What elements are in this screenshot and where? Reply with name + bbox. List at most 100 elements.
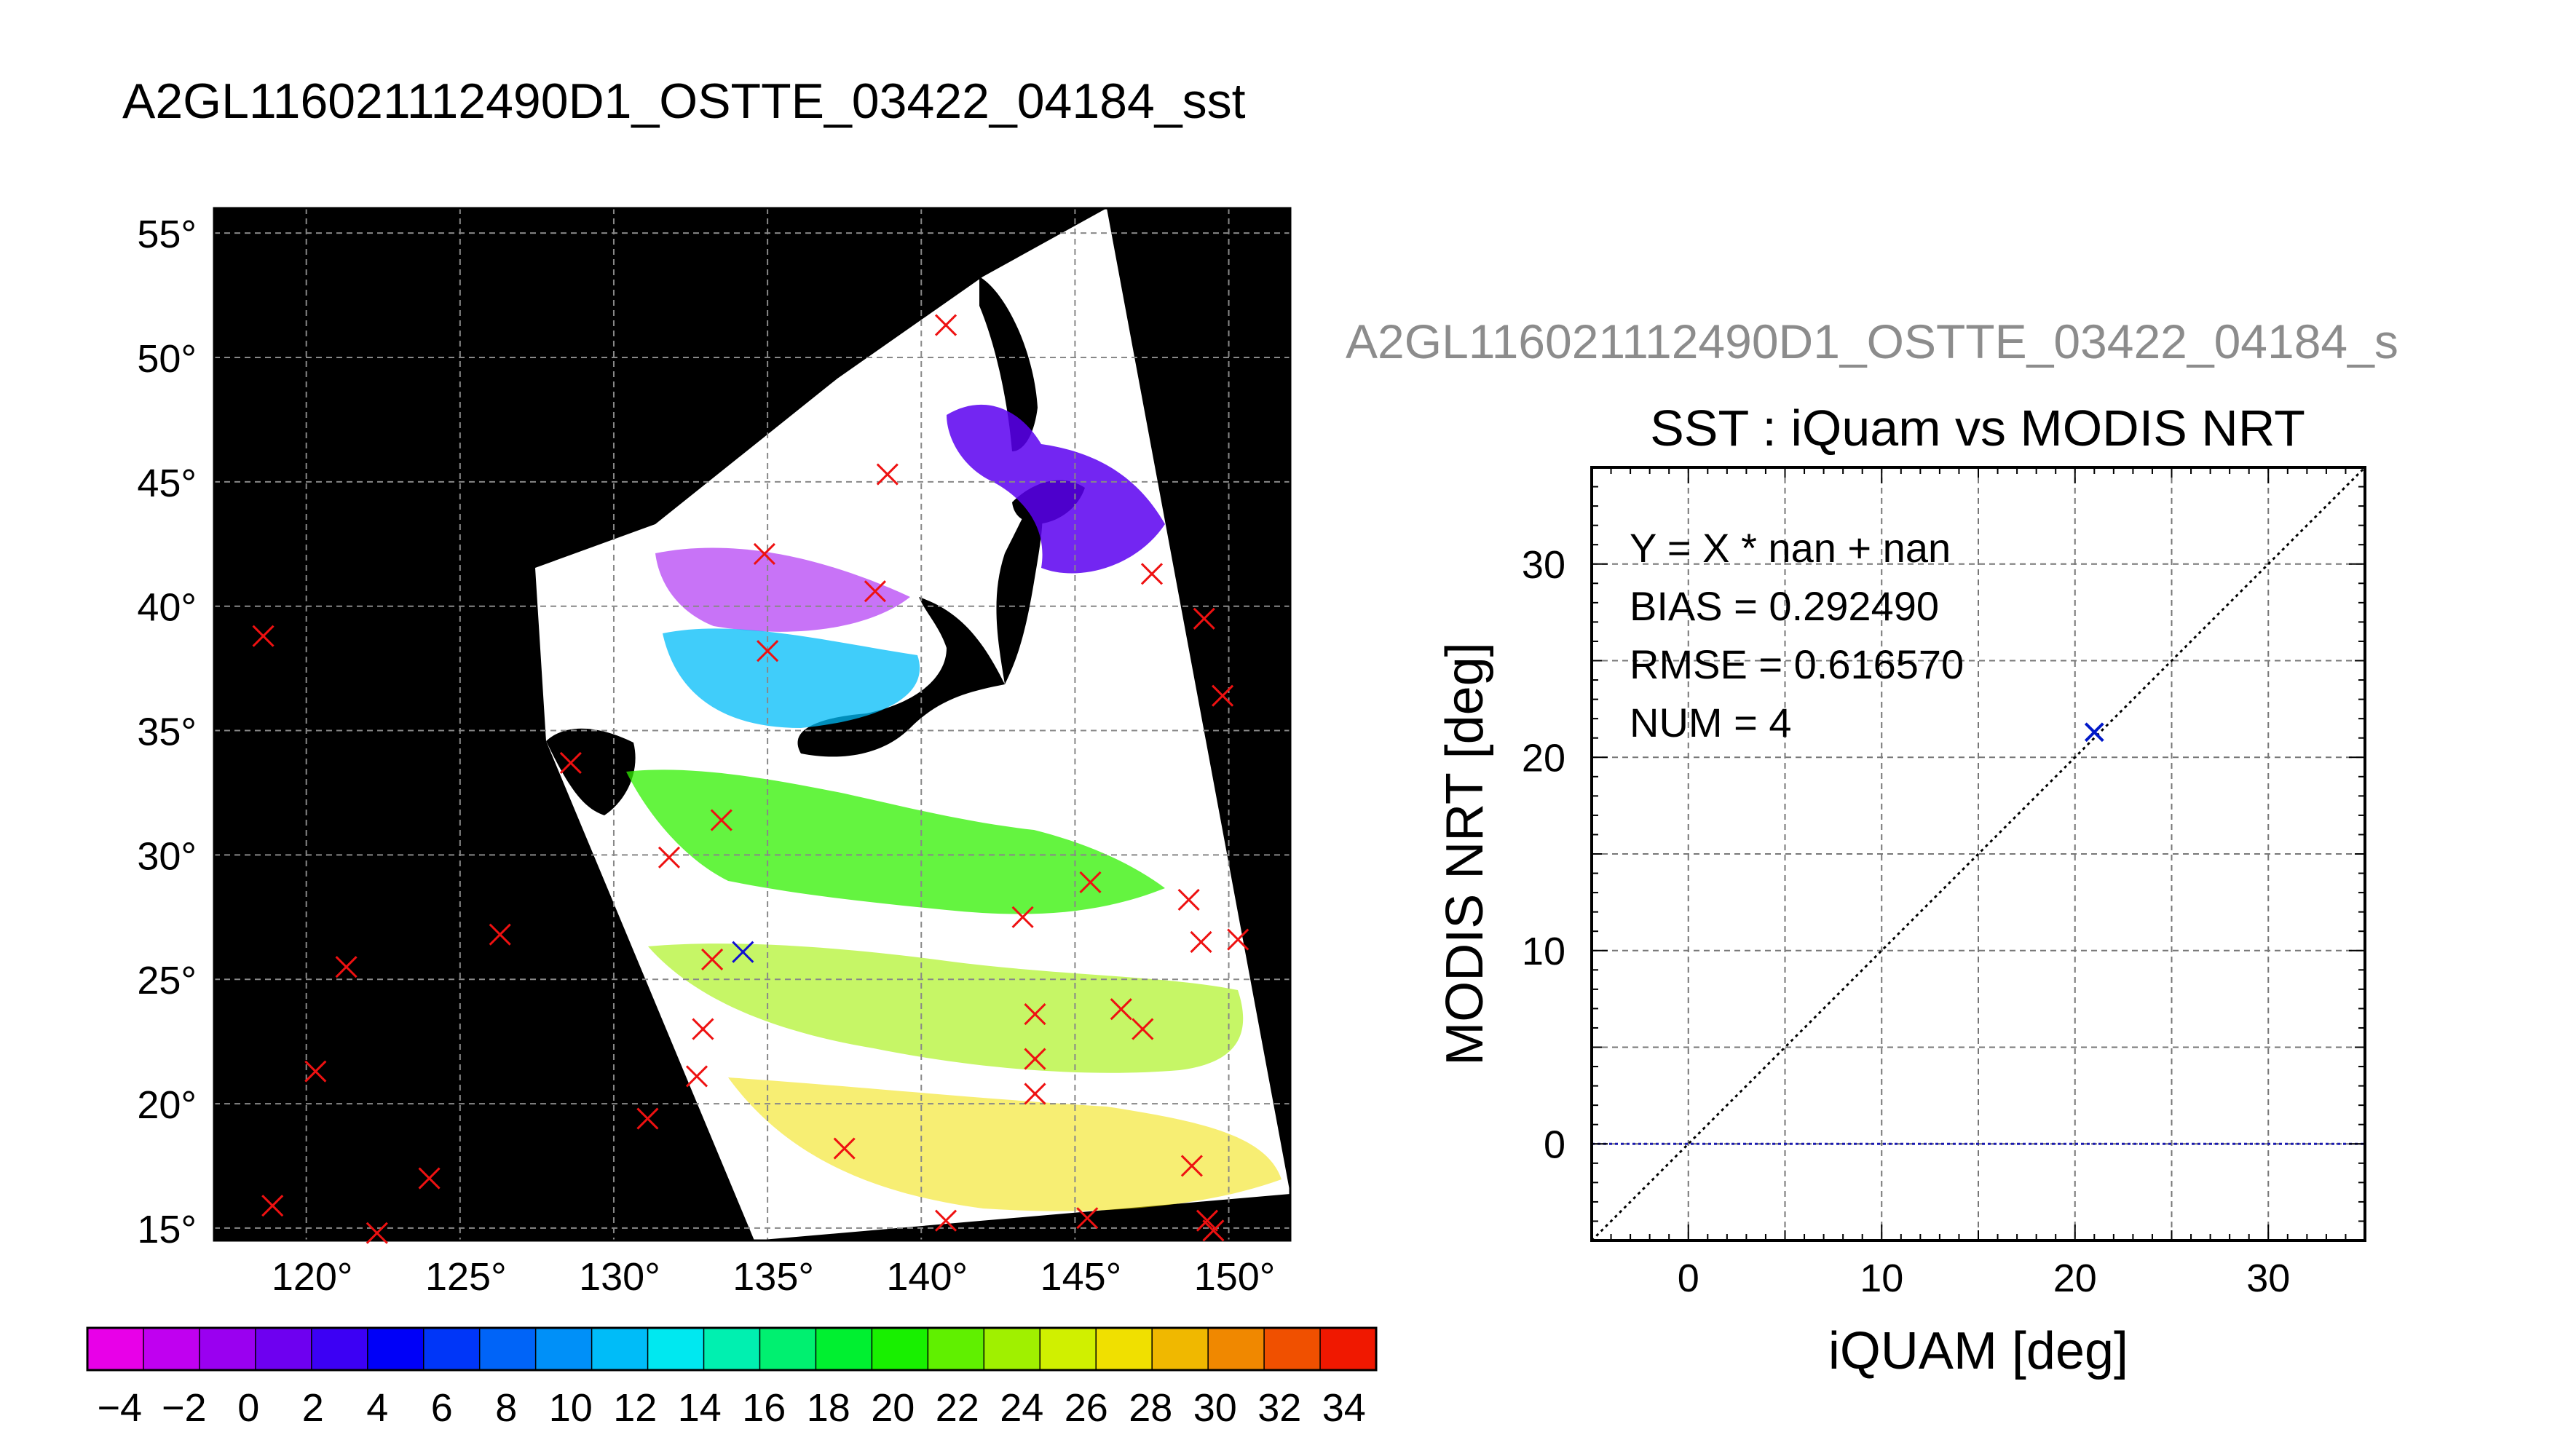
buoy-marker-red — [1110, 998, 1132, 1021]
y-axis-label: MODIS NRT [deg] — [1436, 642, 1494, 1066]
x-tick-label: 30 — [2246, 1257, 2290, 1300]
buoy-marker-red — [261, 1195, 284, 1217]
colorbar-tick-label: 26 — [1065, 1386, 1108, 1430]
colorbar-swatch — [1040, 1328, 1097, 1370]
colorbar-swatch — [423, 1328, 481, 1370]
scatter-gridlines — [1592, 467, 2365, 1241]
buoy-marker-red — [335, 956, 358, 978]
colorbar-tick-label: −2 — [162, 1386, 207, 1430]
colorbar-swatch — [143, 1328, 200, 1370]
colorbar-swatch — [87, 1328, 144, 1370]
lat-tick-label: 30° — [137, 834, 197, 878]
buoy-marker-red — [1024, 1003, 1046, 1026]
colorbar-swatches — [87, 1328, 1377, 1370]
buoy-marker-red — [559, 751, 582, 775]
colorbar-swatch — [872, 1328, 928, 1370]
sst-subtropical — [648, 943, 1244, 1073]
stats-box: Y = X * nan + nan BIAS = 0.292490 RMSE = 0… — [1630, 525, 1964, 745]
colorbar-frame — [86, 1326, 1378, 1372]
lon-tick-label: 130° — [579, 1255, 660, 1299]
lat-tick-label: 40° — [137, 586, 197, 630]
buoy-markers — [252, 314, 1249, 1244]
colorbar-tick-label: 2 — [302, 1386, 324, 1430]
land-japan — [797, 495, 1043, 757]
buoy-marker-red — [304, 1060, 327, 1083]
y-tick-label: 10 — [1522, 930, 1565, 973]
lon-tick-label: 135° — [732, 1255, 814, 1299]
sst-cold-japan-sea — [655, 547, 910, 632]
colorbar-swatch — [1096, 1328, 1153, 1370]
buoy-marker-red — [1227, 928, 1249, 951]
figure-title: A2GL116021112490D1_OSTTE_03422_04184_sst — [122, 74, 1246, 129]
buoy-marker-red — [1190, 930, 1212, 954]
stats-line: NUM = 4 — [1630, 700, 1792, 745]
buoy-marker-red — [864, 580, 886, 603]
colorbar-swatch — [1320, 1328, 1377, 1370]
buoy-marker-red — [934, 1209, 957, 1232]
buoy-marker-red — [753, 542, 775, 566]
colorbar-swatch — [535, 1328, 593, 1370]
buoy-marker-red — [1076, 1207, 1099, 1230]
lat-tick-label: 50° — [137, 337, 197, 381]
colorbar-tick-label: 22 — [936, 1386, 979, 1430]
land-sakhalin — [979, 277, 1038, 451]
colorbar-tick-label: 18 — [807, 1386, 850, 1430]
colorbar-tick-label: 20 — [871, 1386, 915, 1430]
scatter-points — [2084, 722, 2104, 743]
sst-pixels — [626, 404, 1282, 1211]
buoy-marker-red — [934, 314, 957, 336]
lon-tick-label: 120° — [272, 1255, 353, 1299]
lat-tick-label: 20° — [137, 1083, 197, 1127]
buoy-marker-red — [489, 923, 511, 946]
colorbar-tick-label: 12 — [613, 1386, 657, 1430]
scatter-subtitle: A2GL116021112490D1_OSTTE_03422_04184_s — [1346, 314, 2398, 368]
buoy-marker-red — [710, 809, 732, 831]
buoy-marker-red — [1177, 888, 1200, 911]
lat-tick-label: 25° — [137, 959, 197, 1002]
colorbar-tick-label: 24 — [1000, 1386, 1043, 1430]
identity-line — [1590, 466, 2366, 1242]
buoy-marker-red — [1196, 1209, 1219, 1232]
sst-tropical — [728, 1077, 1282, 1211]
buoy-marker-red — [1132, 1018, 1154, 1040]
x-tick-label: 10 — [1860, 1257, 1903, 1300]
buoy-marker-red — [366, 1222, 388, 1244]
sst-okhotsk — [947, 404, 1165, 574]
colorbar-tick-label: 0 — [237, 1386, 259, 1430]
colorbar-tick-label: 32 — [1257, 1386, 1301, 1430]
y-tick-label: 30 — [1522, 543, 1565, 587]
stats-line: BIAS = 0.292490 — [1630, 583, 1939, 629]
buoy-marker-red — [701, 948, 724, 970]
sst-mid-japan-sea — [663, 628, 920, 728]
lat-tick-label: 35° — [137, 711, 197, 754]
colorbar-labels: −4 −2 0 2 4 6 8 10 12 14 16 18 20 22 24 26 28 30 32 34 — [97, 1386, 1365, 1430]
buoy-marker-red — [418, 1167, 441, 1190]
stats-line: RMSE = 0.616570 — [1630, 641, 1964, 687]
scatter-ticks — [1591, 467, 2366, 1241]
colorbar-swatch — [1264, 1328, 1321, 1370]
buoy-marker-red — [1202, 1219, 1225, 1242]
scatter-reference-lines — [1590, 466, 2366, 1242]
buoy-marker-red — [757, 640, 779, 662]
buoy-marker-red — [1140, 563, 1164, 585]
colorbar-tick-label: 10 — [549, 1386, 593, 1430]
colorbar-tick-label: 30 — [1193, 1386, 1237, 1430]
buoy-marker-red — [685, 1065, 708, 1088]
map-lon-labels: 120° 125° 130° 135° 140° 145° 150° — [272, 1255, 1276, 1299]
y-tick-label: 20 — [1522, 736, 1565, 780]
lon-tick-label: 125° — [425, 1255, 507, 1299]
map-gridlines — [214, 208, 1290, 1241]
colorbar-tick-label: −4 — [97, 1386, 142, 1430]
y-tick-labels: 0 10 20 30 — [1522, 543, 1565, 1167]
lat-tick-label: 55° — [137, 213, 197, 256]
land-kyushu-korea — [546, 728, 636, 815]
buoy-marker-red — [1212, 684, 1234, 707]
lat-tick-label: 45° — [137, 462, 197, 505]
buoy-marker-red — [1024, 1048, 1046, 1070]
colorbar-swatch — [255, 1328, 312, 1370]
buoy-marker-red — [1024, 1083, 1046, 1105]
colorbar-swatch — [1208, 1328, 1265, 1370]
buoy-marker-red — [1193, 607, 1215, 630]
buoy-marker-red — [692, 1018, 714, 1040]
